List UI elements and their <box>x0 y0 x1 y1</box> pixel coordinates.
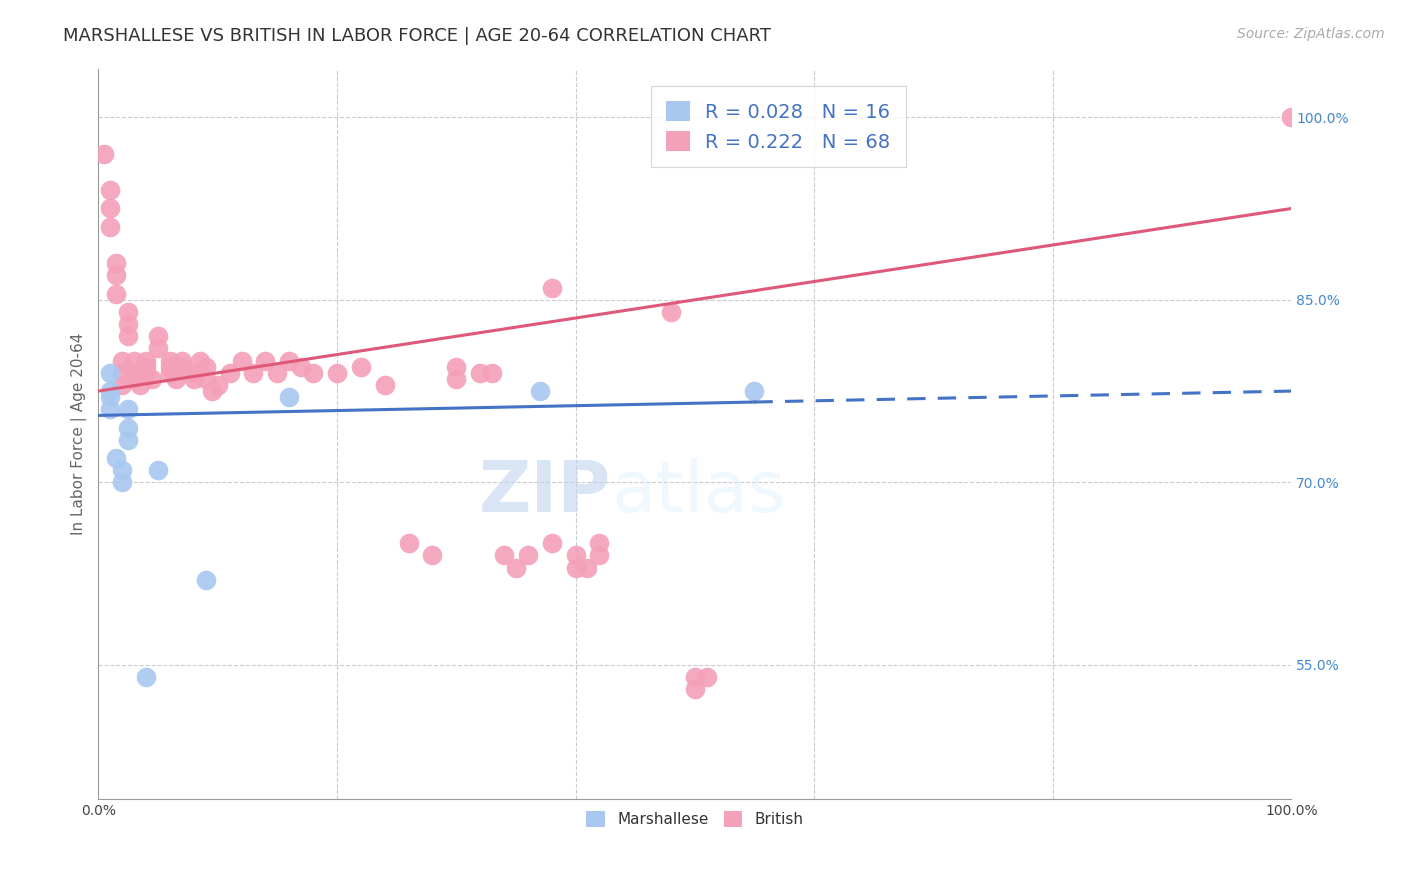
Point <box>242 366 264 380</box>
Point <box>159 366 181 380</box>
Point <box>98 402 121 417</box>
Point <box>207 378 229 392</box>
Point <box>444 359 467 374</box>
Point <box>302 366 325 380</box>
Point <box>98 384 121 398</box>
Point <box>576 560 599 574</box>
Point <box>516 549 538 563</box>
Point <box>744 384 766 398</box>
Point <box>146 342 169 356</box>
Point <box>105 286 128 301</box>
Point <box>201 384 224 398</box>
Point <box>98 183 121 197</box>
Point <box>165 372 187 386</box>
Point <box>696 670 718 684</box>
Point <box>290 359 312 374</box>
Point <box>444 372 467 386</box>
Point <box>159 353 181 368</box>
Point <box>146 463 169 477</box>
Text: ZIP: ZIP <box>479 458 612 526</box>
Text: Source: ZipAtlas.com: Source: ZipAtlas.com <box>1237 27 1385 41</box>
Point <box>122 372 145 386</box>
Point <box>93 146 115 161</box>
Point <box>326 366 349 380</box>
Point <box>659 305 682 319</box>
Point <box>135 359 157 374</box>
Point <box>481 366 503 380</box>
Point <box>135 670 157 684</box>
Point <box>117 420 139 434</box>
Point <box>141 372 163 386</box>
Point <box>468 366 491 380</box>
Point <box>194 573 217 587</box>
Point <box>111 463 134 477</box>
Point <box>105 450 128 465</box>
Point <box>398 536 420 550</box>
Point <box>111 366 134 380</box>
Point <box>111 378 134 392</box>
Point <box>117 305 139 319</box>
Point <box>117 402 139 417</box>
Text: MARSHALLESE VS BRITISH IN LABOR FORCE | AGE 20-64 CORRELATION CHART: MARSHALLESE VS BRITISH IN LABOR FORCE | … <box>63 27 772 45</box>
Legend: Marshallese, British: Marshallese, British <box>579 804 811 835</box>
Point <box>135 366 157 380</box>
Point <box>374 378 396 392</box>
Point <box>183 372 205 386</box>
Point <box>111 475 134 490</box>
Point <box>254 353 277 368</box>
Point <box>98 366 121 380</box>
Text: atlas: atlas <box>612 458 786 526</box>
Point <box>105 256 128 270</box>
Point <box>183 366 205 380</box>
Point <box>540 536 562 550</box>
Point <box>588 549 610 563</box>
Point <box>218 366 240 380</box>
Point <box>194 359 217 374</box>
Point <box>122 366 145 380</box>
Point <box>98 390 121 404</box>
Point <box>492 549 515 563</box>
Point <box>98 219 121 234</box>
Point <box>529 384 551 398</box>
Point <box>159 359 181 374</box>
Point <box>266 366 288 380</box>
Point <box>170 359 193 374</box>
Point <box>146 329 169 343</box>
Point <box>231 353 253 368</box>
Point <box>135 353 157 368</box>
Point <box>129 378 152 392</box>
Point <box>122 353 145 368</box>
Point <box>105 268 128 283</box>
Point <box>683 670 706 684</box>
Point <box>278 390 301 404</box>
Point <box>350 359 373 374</box>
Point <box>564 560 586 574</box>
Point <box>98 202 121 216</box>
Point <box>117 329 139 343</box>
Point <box>188 353 211 368</box>
Point <box>278 353 301 368</box>
Point <box>194 372 217 386</box>
Point <box>117 317 139 331</box>
Point <box>422 549 444 563</box>
Point <box>683 682 706 697</box>
Point <box>588 536 610 550</box>
Point <box>505 560 527 574</box>
Point <box>540 280 562 294</box>
Point <box>564 549 586 563</box>
Point <box>111 353 134 368</box>
Point <box>1279 110 1302 124</box>
Point <box>117 433 139 447</box>
Y-axis label: In Labor Force | Age 20-64: In Labor Force | Age 20-64 <box>72 333 87 535</box>
Point <box>170 353 193 368</box>
